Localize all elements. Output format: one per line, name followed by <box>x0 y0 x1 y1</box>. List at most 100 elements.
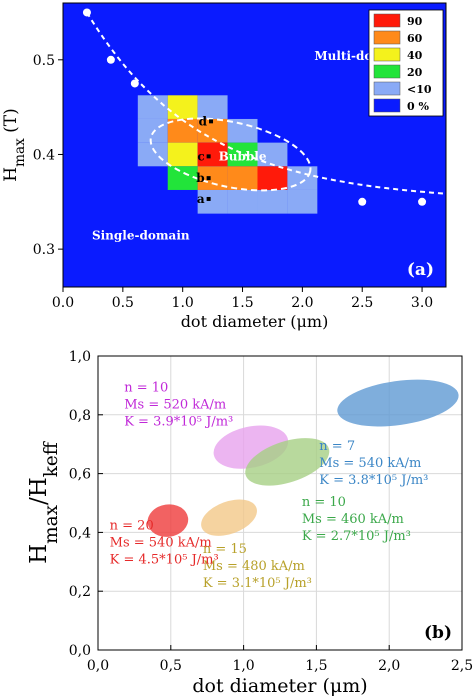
x-tick-label-b: 2,0 <box>378 658 400 674</box>
panel-a-heatmap: dcbaMulti-domainBubbleSingle-domain90604… <box>1 2 447 331</box>
series-label-4: K = 4.5*10⁵ J/m³ <box>110 552 219 567</box>
series-label-0: Ms = 520 kA/m <box>124 397 226 412</box>
series-label-2: n = 7 <box>319 439 355 454</box>
legend-box <box>368 9 444 117</box>
heatmap-cell <box>197 118 228 143</box>
y-tick-label-b: 0,0 <box>69 643 91 659</box>
heatmap-cell <box>137 95 168 119</box>
boundary-point <box>130 79 139 88</box>
legend-swatch <box>373 47 401 62</box>
heatmap-cell <box>257 166 288 190</box>
series-label-2: Ms = 540 kA/m <box>319 456 421 471</box>
boundary-point <box>418 197 427 206</box>
series-label-1: Ms = 460 kA/m <box>302 512 404 527</box>
heatmap-cell <box>227 166 258 190</box>
legend-label: 20 <box>407 66 423 79</box>
point-marker-d <box>209 119 214 124</box>
panel-b-scatter: n = 10 Ms = 520 kA/m K = 3.9*10⁵ J/m³ n = 1… <box>26 349 473 697</box>
heatmap-cell <box>197 166 228 190</box>
boundary-curve <box>86 11 447 195</box>
heatmap-cell <box>257 189 288 214</box>
x-tick-label: 1.5 <box>231 295 253 311</box>
series-ellipse-1 <box>245 438 330 486</box>
series-label-1: n = 10 <box>302 495 346 510</box>
boundary-point <box>358 197 367 206</box>
y-axis-label-b: Hmax/Hkeff <box>26 440 62 564</box>
point-marker-c <box>206 154 211 159</box>
legend-label: 90 <box>407 15 423 28</box>
x-axis-label: dot diameter (μm) <box>181 312 329 331</box>
series-label-4: Ms = 540 kA/m <box>110 535 212 550</box>
y-tick-label-b: 0,8 <box>69 408 91 424</box>
legend-label: 40 <box>407 49 423 62</box>
axes-frame <box>62 2 447 288</box>
x-tick-label: 0.0 <box>52 295 74 311</box>
series-label-0: K = 3.9*10⁵ J/m³ <box>124 414 233 429</box>
legend-label: 0 % <box>407 100 429 113</box>
heatmap-cell <box>167 166 198 190</box>
heatmap-cell <box>197 189 228 214</box>
series-ellipse-3 <box>201 499 257 536</box>
point-label-c: c <box>197 149 204 163</box>
x-tick-label: 0.5 <box>112 295 134 311</box>
heatmap-cell <box>197 95 228 119</box>
bubble-region-outline <box>149 117 312 192</box>
series-label-3: K = 3.1*10⁵ J/m³ <box>203 576 312 591</box>
y-tick-label: 0.3 <box>33 242 55 258</box>
legend-swatch <box>373 81 401 96</box>
legend-swatch <box>373 30 401 45</box>
region-label-single-domain: Single-domain <box>92 229 190 243</box>
series-label-3: Ms = 480 kA/m <box>203 559 305 574</box>
legend-label: 60 <box>407 32 423 45</box>
heatmap-cell <box>167 95 198 119</box>
y-axis-label: Hmax (T) <box>1 108 28 182</box>
series-label-0: n = 10 <box>124 380 168 395</box>
x-tick-label-b: 0,0 <box>87 658 109 674</box>
x-tick-label-b: 1,5 <box>305 658 327 674</box>
y-tick-label: 0.5 <box>33 53 55 69</box>
point-marker-b <box>206 176 211 181</box>
series-ellipse-2 <box>337 379 459 427</box>
point-label-a: a <box>197 192 205 206</box>
legend-swatch <box>373 98 401 113</box>
heatmap-cell <box>137 142 168 167</box>
x-tick-label: 1.0 <box>172 295 194 311</box>
y-tick-label: 0.4 <box>33 147 55 163</box>
point-label-d: d <box>199 114 208 128</box>
heatmap-cell <box>227 189 258 214</box>
heatmap-cell <box>197 142 228 167</box>
y-tick-label-b: 0,2 <box>69 584 91 600</box>
x-tick-label: 2.0 <box>291 295 313 311</box>
axes-frame-b <box>97 355 463 651</box>
y-tick-label-b: 0,4 <box>69 525 91 541</box>
point-marker-a <box>206 196 211 201</box>
boundary-point <box>106 55 115 64</box>
legend-swatch <box>373 64 401 79</box>
x-tick-label: 3.0 <box>411 295 433 311</box>
heatmap-cell <box>287 189 318 214</box>
heatmap-cell <box>257 142 288 167</box>
series-label-3: n = 15 <box>203 542 247 557</box>
series-ellipse-4 <box>147 504 189 537</box>
panel-label-a: (a) <box>407 260 434 280</box>
legend-label: <10 <box>407 83 432 96</box>
x-tick-label: 2.5 <box>351 295 373 311</box>
heatmap-cell <box>137 118 168 143</box>
x-tick-label-b: 1,0 <box>232 658 254 674</box>
heatmap-cell <box>167 142 198 167</box>
series-label-1: K = 2.7*10⁵ J/m³ <box>302 529 411 544</box>
series-label-4: n = 20 <box>110 518 154 533</box>
x-tick-label-b: 0,5 <box>160 658 182 674</box>
x-axis-label-b: dot diameter (μm) <box>192 675 367 697</box>
x-tick-label-b: 2,5 <box>451 658 473 674</box>
panel-label-b: (b) <box>424 623 452 643</box>
heatmap-cell <box>227 142 258 167</box>
boundary-point <box>82 8 91 17</box>
point-label-b: b <box>196 171 204 185</box>
y-tick-label-b: 0,6 <box>69 467 91 483</box>
legend-swatch <box>373 13 401 28</box>
region-label-bubble: Bubble <box>219 149 267 163</box>
y-tick-label-b: 1,0 <box>69 349 91 365</box>
series-label-2: K = 3.8*10⁵ J/m³ <box>319 473 428 488</box>
